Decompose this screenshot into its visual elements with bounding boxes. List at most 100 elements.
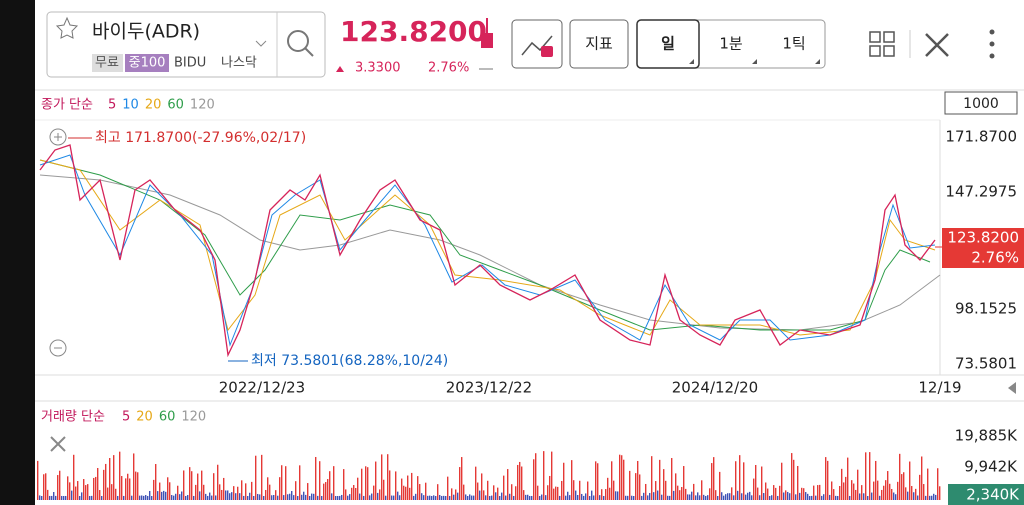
count-box[interactable] <box>944 91 1018 115</box>
volume-bar <box>933 493 935 500</box>
volume-bar <box>507 469 509 500</box>
button-label[interactable]: 1틱 <box>782 35 805 53</box>
x-tick-label: 2024/12/20 <box>672 379 758 397</box>
volume-bar <box>159 482 161 500</box>
volume-bar <box>361 468 363 500</box>
volume-bar <box>815 495 817 500</box>
volume-bar <box>363 495 365 500</box>
volume-bar <box>371 493 373 500</box>
background <box>35 0 1024 505</box>
volume-bar <box>563 462 565 500</box>
volume-bar <box>671 458 673 500</box>
settings-icon[interactable] <box>925 33 949 57</box>
close-icon[interactable] <box>50 436 66 452</box>
volume-bar <box>519 461 521 500</box>
volume-bar <box>517 464 519 500</box>
volume-bar <box>425 482 427 500</box>
volume-bar <box>479 490 481 500</box>
volume-bar <box>355 488 357 500</box>
volume-bar <box>77 481 79 500</box>
volume-bar <box>99 490 101 500</box>
zoom-in[interactable] <box>49 128 67 146</box>
volume-bar <box>595 461 597 500</box>
volume-bar <box>679 490 681 500</box>
volume-bar <box>917 495 919 500</box>
volume-bar <box>757 487 759 500</box>
volume-bar <box>131 495 133 500</box>
volume-bar <box>83 479 85 500</box>
volume-bar <box>577 495 579 500</box>
volume-bar <box>753 478 755 500</box>
tag: 중100 <box>129 56 166 71</box>
volume-bar <box>249 492 251 500</box>
volume-bar <box>61 495 63 500</box>
volume-bar <box>415 493 417 500</box>
volume-bar <box>399 495 401 500</box>
volume-bars <box>37 451 941 500</box>
volume-bar <box>525 494 527 500</box>
volume-bar <box>467 495 469 500</box>
volume-bar <box>143 495 145 500</box>
volume-bar <box>821 495 823 500</box>
chart-button[interactable] <box>511 19 563 69</box>
volume-bar <box>453 494 455 500</box>
volume-bar <box>903 472 905 500</box>
search-icon[interactable] <box>287 30 309 52</box>
volume-bar <box>63 495 65 500</box>
favorite-icon[interactable] <box>55 16 79 39</box>
dropdown-icon[interactable] <box>255 40 267 47</box>
period-button[interactable] <box>636 19 700 69</box>
volume-bar <box>431 495 433 500</box>
indicator-button[interactable] <box>569 19 629 69</box>
button-label[interactable]: 1분 <box>719 35 743 53</box>
volume-bar <box>357 477 359 500</box>
volume-bar <box>213 473 215 500</box>
volume-bar <box>317 495 319 500</box>
volume-bar <box>647 495 649 500</box>
volume-bar <box>589 495 591 500</box>
button-label: 지표 <box>585 35 613 53</box>
more-icon[interactable] <box>989 29 995 59</box>
volume-bar <box>697 492 699 500</box>
volume-bar <box>555 486 557 500</box>
volume-bar <box>439 494 441 500</box>
volume-bar <box>687 494 689 500</box>
volume-bar <box>655 481 657 500</box>
volume-bar <box>547 485 549 500</box>
volume-bar <box>495 492 497 500</box>
play-icon <box>541 46 553 57</box>
volume-bar <box>667 495 669 500</box>
volume-bar <box>623 459 625 500</box>
volume-bar <box>533 459 535 500</box>
tag: BIDU <box>174 56 206 71</box>
volume-bar <box>183 470 185 500</box>
volume-bar <box>885 480 887 500</box>
volume-bar <box>603 495 605 500</box>
volume-bar <box>189 467 191 500</box>
volume-bar <box>285 466 287 500</box>
volume-bar <box>625 495 627 500</box>
volume-bar <box>735 461 737 500</box>
volume-bar <box>233 486 235 500</box>
volume-bar <box>85 485 87 500</box>
volume-bar <box>797 465 799 500</box>
volume-bar <box>919 474 921 500</box>
volume-bar <box>291 491 293 500</box>
volume-bar <box>631 495 633 500</box>
volume-bar <box>921 456 923 500</box>
layout-icon[interactable] <box>869 31 895 57</box>
volume-bar <box>515 486 517 500</box>
volume-bar <box>293 495 295 500</box>
left-edge <box>0 0 35 505</box>
volume-bar <box>817 485 819 500</box>
volume-bar <box>123 495 125 500</box>
volume-bar <box>641 495 643 500</box>
volume-bar <box>639 474 641 500</box>
volume-bar <box>277 495 279 500</box>
volume-bar <box>599 495 601 500</box>
volume-bar <box>49 495 51 500</box>
scroll-arrow[interactable] <box>1008 382 1016 394</box>
zoom-out[interactable] <box>49 339 67 357</box>
tag: 나스닥 <box>221 56 257 71</box>
volume-bar <box>119 451 121 500</box>
